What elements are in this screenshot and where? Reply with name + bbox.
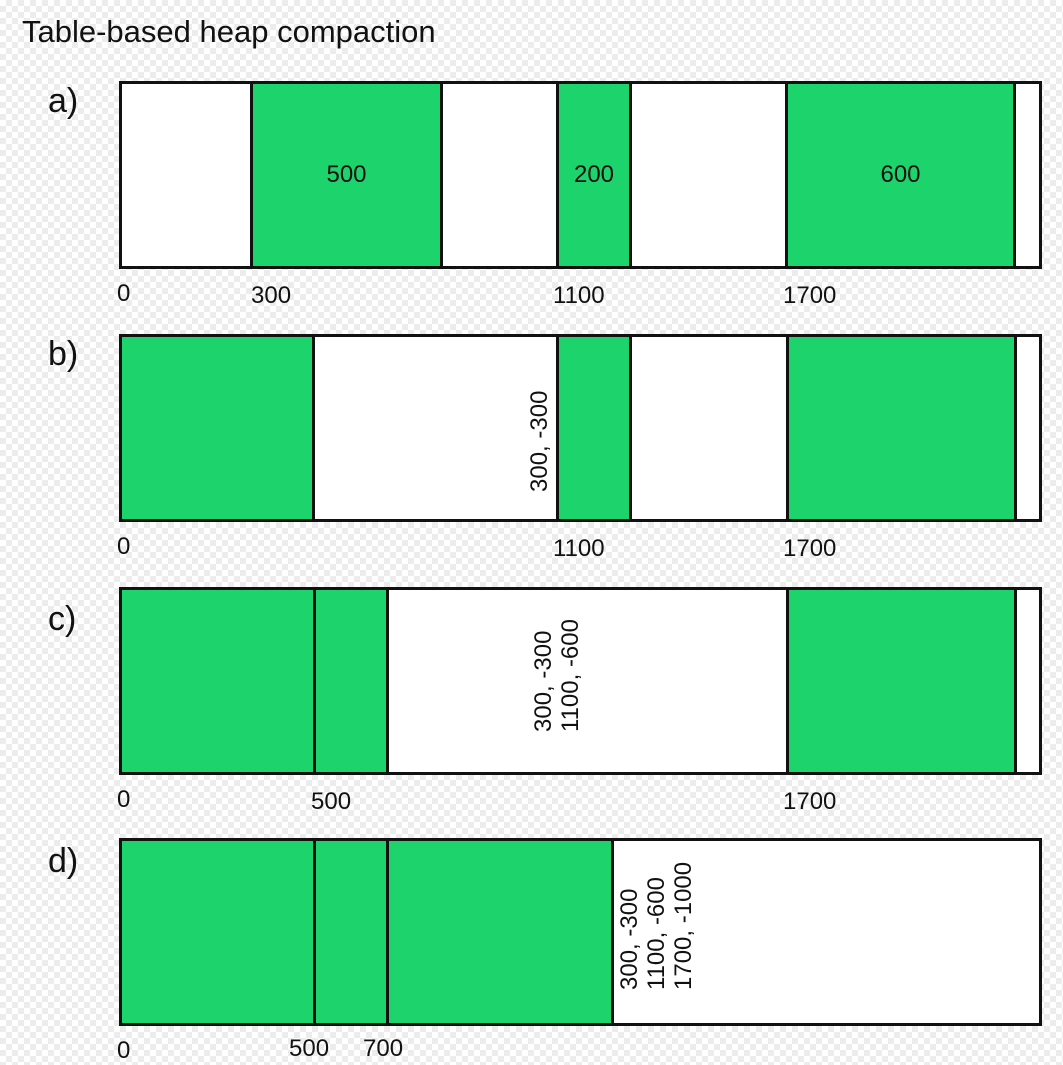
heap-bar-c <box>119 587 1042 775</box>
address-tick: 1700 <box>783 282 837 309</box>
block-size-label: 500 <box>326 161 367 188</box>
address-tick: 0 <box>117 533 131 560</box>
heap-bar-b <box>119 334 1042 522</box>
live-block-moved <box>313 838 389 1026</box>
address-tick: 500 <box>289 1035 330 1062</box>
block-size-label: 600 <box>880 161 921 188</box>
live-block-moved <box>386 838 614 1026</box>
block-size-label: 200 <box>573 161 615 188</box>
address-tick: 1700 <box>783 535 837 562</box>
live-block <box>786 587 1017 775</box>
live-block-200: 200 <box>556 81 632 269</box>
break-table-entry: 300, -300 <box>526 390 553 492</box>
row-label-c: c) <box>48 600 77 638</box>
heap-bar-a: 500 200 600 <box>119 81 1042 269</box>
live-block <box>786 334 1017 522</box>
diagram-title: Table-based heap compaction <box>22 14 436 49</box>
live-block-moved <box>119 334 315 522</box>
address-tick: 0 <box>117 1037 131 1064</box>
live-block <box>556 334 632 522</box>
address-tick: 1100 <box>553 282 605 309</box>
address-tick: 1100 <box>553 535 605 562</box>
row-label-b: b) <box>48 335 79 373</box>
live-block-moved <box>119 838 316 1026</box>
break-table-d: 300, -300 1100, -600 1700, -1000 <box>616 862 697 990</box>
break-table-c: 300, -300 1100, -600 <box>530 619 584 732</box>
address-tick: 0 <box>117 786 131 813</box>
break-table-entry: 300, -300 <box>616 888 643 990</box>
address-tick: 500 <box>311 788 352 815</box>
address-tick: 0 <box>117 280 131 307</box>
heap-bar-d <box>119 838 1042 1026</box>
live-block-600: 600 <box>785 81 1016 269</box>
row-label-a: a) <box>48 82 79 120</box>
address-tick: 300 <box>251 282 292 309</box>
break-table-entry: 1100, -600 <box>643 877 670 990</box>
address-tick: 700 <box>363 1035 404 1062</box>
live-block-moved <box>313 587 389 775</box>
break-table-entry: 1700, -1000 <box>670 861 697 990</box>
row-label-d: d) <box>48 842 79 880</box>
live-block-moved <box>119 587 316 775</box>
live-block-500: 500 <box>250 81 443 269</box>
break-table-entry: 300, -300 <box>530 630 557 732</box>
address-tick: 1700 <box>783 788 837 815</box>
break-table-entry: 1100, -600 <box>557 619 584 732</box>
break-table-b: 300, -300 <box>526 391 553 492</box>
